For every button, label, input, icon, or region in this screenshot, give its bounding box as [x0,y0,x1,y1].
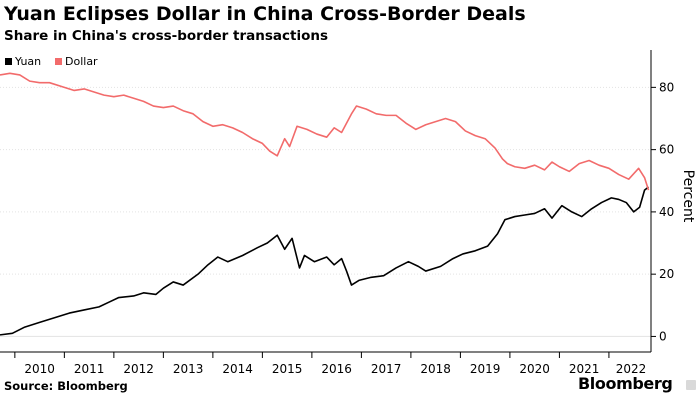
y-tick-label: 20 [659,267,674,281]
y-tick-label: 60 [659,143,674,157]
legend-swatch-dollar [55,58,62,65]
x-tick-label: 2012 [123,362,154,376]
x-tick-label: 2022 [616,362,647,376]
x-tick-label: 2016 [321,362,352,376]
x-tick-label: 2019 [470,362,501,376]
x-tick-label: 2013 [173,362,204,376]
legend: Yuan Dollar [5,55,98,68]
y-axis-label: Percent [680,170,696,223]
x-tick-label: 2014 [222,362,253,376]
source-note: Source: Bloomberg [4,379,128,393]
chart-title: Yuan Eclipses Dollar in China Cross-Bord… [4,3,526,25]
x-tick-label: 2021 [569,362,600,376]
brand-square-icon [686,380,696,390]
brand-logo: Bloomberg [578,374,673,393]
axes: 0 20 40 60 80 2010 2011 2012 2013 2014 2015 2016 201… [0,50,674,376]
y-tick-label: 40 [659,205,674,219]
x-tick-label: 2015 [272,362,303,376]
x-tick-label: 2018 [420,362,451,376]
legend-label-yuan: Yuan [14,55,41,68]
y-tick-label: 0 [659,329,667,343]
x-tick-label: 2010 [24,362,55,376]
chart-subtitle: Share in China's cross-border transactio… [4,28,328,44]
series-line-dollar [0,72,650,191]
series-line-yuan [0,186,650,336]
legend-label-dollar: Dollar [65,55,98,68]
series [0,72,650,336]
x-tick-label: 2020 [519,362,550,376]
x-tick-label: 2017 [371,362,402,376]
gridlines [0,86,651,337]
y-tick-label: 80 [659,80,674,94]
legend-swatch-yuan [5,58,12,65]
x-tick-label: 2011 [74,362,105,376]
